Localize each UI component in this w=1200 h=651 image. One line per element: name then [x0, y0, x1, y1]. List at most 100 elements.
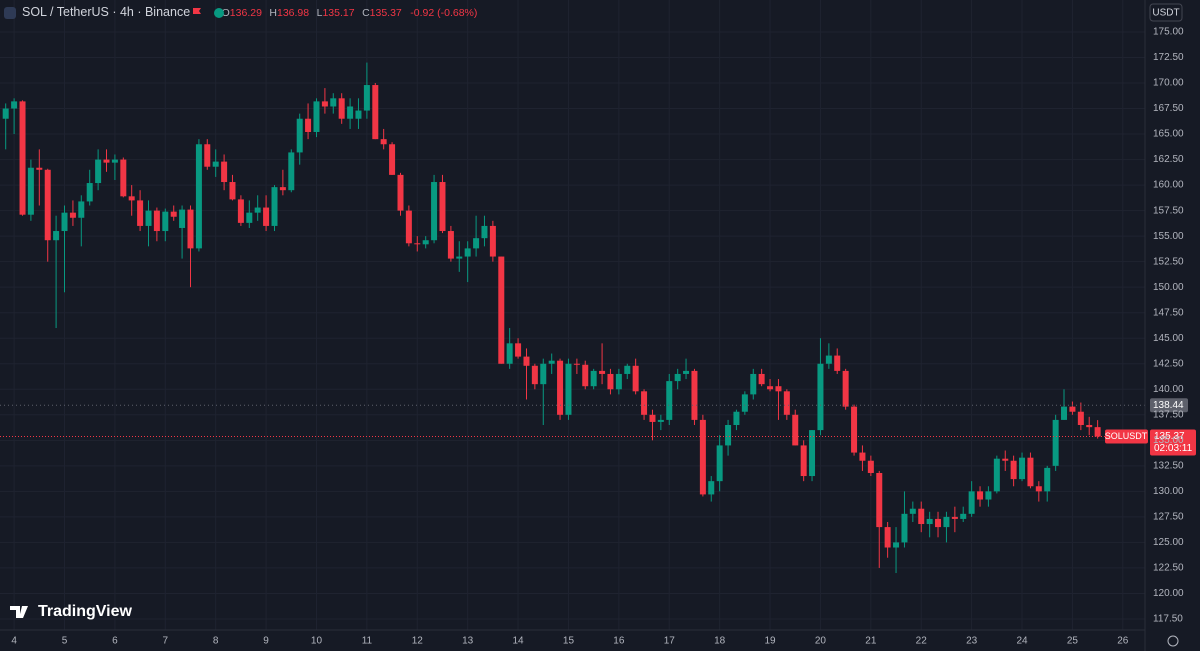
x-tick-label: 13 — [462, 636, 474, 647]
x-tick-label: 14 — [513, 636, 525, 647]
candle-body — [338, 98, 345, 119]
ohlc-label: O — [222, 7, 230, 19]
y-tick-label: 135.00 — [1153, 435, 1184, 446]
candle-body — [212, 161, 219, 167]
y-tick-label: 140.00 — [1153, 384, 1184, 395]
candle-body — [422, 240, 429, 245]
candle-body — [926, 518, 933, 525]
candle-body — [548, 360, 555, 364]
candle-body — [725, 425, 732, 446]
candle-body — [27, 167, 34, 215]
y-tick-label: 130.00 — [1153, 486, 1184, 497]
currency-button[interactable] — [1149, 3, 1183, 22]
candle-body — [968, 491, 975, 514]
settings-icon[interactable] — [1167, 635, 1179, 647]
candle-body — [187, 209, 194, 249]
price-line-label: 138.44 — [1153, 400, 1184, 411]
candle-body — [36, 167, 43, 170]
candle-body — [531, 365, 538, 385]
candle-body — [414, 243, 421, 245]
x-tick-label: 7 — [163, 636, 169, 647]
candle-body — [263, 207, 270, 226]
candle-body — [624, 365, 631, 374]
candle-body — [750, 373, 757, 395]
candle-body — [666, 381, 673, 420]
candle-body — [733, 411, 740, 426]
candle-body — [380, 139, 387, 145]
candle-body — [590, 370, 597, 387]
candle-body — [1052, 419, 1059, 466]
candle-body — [767, 386, 774, 390]
candle-body — [405, 210, 412, 244]
candle-body — [179, 209, 186, 228]
candle-body — [221, 161, 228, 183]
grid — [0, 0, 1145, 630]
candle-body — [557, 360, 564, 415]
y-tick-label: 122.50 — [1153, 563, 1184, 574]
y-tick-label: 160.00 — [1153, 180, 1184, 191]
candle-body — [389, 144, 396, 175]
candle-body — [809, 430, 816, 477]
candle-body — [632, 365, 639, 392]
candle-body — [347, 106, 354, 119]
candle-body — [918, 508, 925, 525]
candle-body — [935, 518, 942, 528]
ohlc-label: C — [362, 7, 370, 19]
x-tick-label: 25 — [1067, 636, 1079, 647]
candle-body — [893, 542, 900, 548]
candle-body — [128, 196, 135, 201]
candle-body — [120, 159, 127, 197]
candle-body — [439, 182, 446, 232]
x-tick-label: 16 — [613, 636, 625, 647]
candle-body — [599, 370, 606, 374]
candle-body — [951, 516, 958, 519]
candle-body — [296, 118, 303, 153]
x-tick-label: 10 — [311, 636, 323, 647]
ohlc-label: L — [317, 7, 323, 19]
overlay: SOL / TetherUS · 4h · Binance O136.29 H1… — [4, 3, 1196, 647]
x-tick-label: 4 — [11, 636, 17, 647]
brand: TradingView — [38, 603, 133, 620]
currency[interactable]: USDT — [1152, 8, 1179, 19]
candle-body — [78, 201, 85, 218]
candle-body — [867, 460, 874, 473]
x-tick-label: 11 — [362, 636, 373, 647]
candle-body — [506, 343, 513, 364]
candle-body — [473, 238, 480, 249]
candle-body — [447, 231, 454, 259]
x-tick-label: 18 — [714, 636, 726, 647]
candle-body — [69, 212, 76, 218]
ohlc-label: H — [269, 7, 277, 19]
candle-body — [456, 256, 463, 259]
ohlc-value: 135.37 — [370, 7, 402, 19]
candle-body — [758, 373, 765, 385]
y-tick-label: 172.50 — [1153, 52, 1184, 63]
candle-body — [372, 85, 379, 140]
ohlc-value: 135.17 — [322, 7, 354, 19]
header: SOL / TetherUS · 4h · Binance O136.29 H1… — [22, 5, 477, 19]
candle-body — [195, 144, 202, 249]
candle-body — [775, 386, 782, 392]
candle-body — [834, 355, 841, 371]
candle-body — [1044, 467, 1051, 492]
y-tick-label: 162.50 — [1153, 154, 1184, 165]
y-tick-label: 147.50 — [1153, 307, 1184, 318]
y-tick-label: 165.00 — [1153, 129, 1184, 140]
candle-body — [1086, 425, 1093, 428]
candle-body — [229, 182, 236, 200]
candle-body — [817, 363, 824, 431]
x-tick-label: 6 — [112, 636, 118, 647]
price-line-tag — [1150, 398, 1188, 413]
x-tick-label: 23 — [966, 636, 978, 647]
candle-body — [615, 373, 622, 390]
x-tick-label: 5 — [62, 636, 68, 647]
symbol-title: SOL / TetherUS · 4h · Binance — [22, 5, 190, 19]
candle-body — [1094, 427, 1101, 437]
y-tick-label: 132.50 — [1153, 460, 1184, 471]
candle-body — [288, 152, 295, 191]
candle-body — [741, 394, 748, 412]
candle-body — [960, 513, 967, 519]
candle-body — [464, 248, 471, 257]
candle-body — [313, 101, 320, 133]
candle-body — [708, 481, 715, 495]
